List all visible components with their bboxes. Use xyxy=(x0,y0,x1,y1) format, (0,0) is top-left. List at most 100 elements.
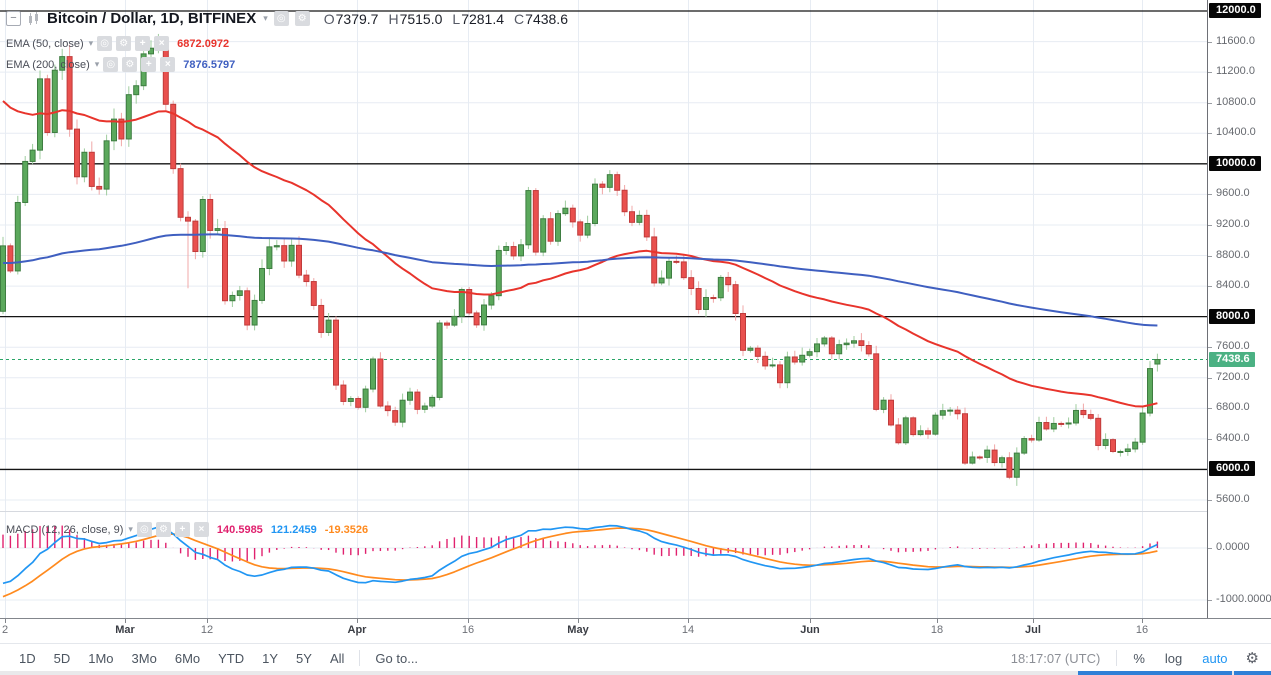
ema200-legend: EMA (200, close) ▾ ◎ ⚙ + × 7876.5797 xyxy=(6,57,235,72)
time-axis-label: 12 xyxy=(200,624,214,636)
candle-body xyxy=(266,246,273,269)
candle-body xyxy=(1117,450,1124,453)
symbol-title[interactable]: Bitcoin / Dollar, 1D, BITFINEX xyxy=(47,10,257,27)
goto-button[interactable]: Go to... xyxy=(375,650,419,666)
ema50-label[interactable]: EMA (50, close) xyxy=(6,37,84,50)
range-button-1y[interactable]: 1Y xyxy=(262,650,279,666)
candle-body xyxy=(199,198,206,253)
chevron-down-icon[interactable]: ▾ xyxy=(128,524,133,534)
candle-body xyxy=(458,289,465,317)
bottom-toolbar: 1D 5D 1Mo 3Mo 6Mo YTD 1Y 5Y All Go to... 18:17:0… xyxy=(0,643,1271,672)
candle-body xyxy=(925,430,931,435)
candle-body xyxy=(59,56,66,71)
gear-icon[interactable]: ⚙ xyxy=(116,36,132,51)
macd-label[interactable]: MACD (12, 26, close, 9) xyxy=(6,523,124,536)
settings-gear-icon[interactable]: ⚙ xyxy=(1245,650,1259,667)
candle-body xyxy=(939,410,946,416)
high-value: 7515.0 xyxy=(399,10,443,27)
candle-body xyxy=(333,319,339,386)
candle-body xyxy=(81,151,88,178)
time-axis[interactable]: 2 Mar 12 Apr 16 May 14 Jun 18 Jul 16 xyxy=(0,618,1271,644)
candle-body xyxy=(318,304,325,333)
candle-body xyxy=(577,221,584,236)
candle-body xyxy=(629,211,635,223)
candle-body xyxy=(680,261,687,279)
price-chart-canvas[interactable] xyxy=(0,0,1207,618)
candle-body xyxy=(296,244,302,276)
auto-scale-button[interactable]: auto xyxy=(1202,650,1228,666)
close-icon[interactable]: × xyxy=(154,36,170,51)
candle-body xyxy=(185,216,191,222)
gear-icon[interactable]: ⚙ xyxy=(155,522,171,537)
candle-body xyxy=(1058,422,1065,425)
price-level-badge: 10000.0 xyxy=(1209,155,1261,171)
candle-body xyxy=(444,322,450,326)
gear-icon[interactable]: ⚙ xyxy=(294,11,310,26)
candle-body xyxy=(821,337,828,345)
candle-body xyxy=(244,290,251,326)
close-label: C xyxy=(514,10,525,27)
candle-body xyxy=(177,168,184,218)
eye-icon[interactable]: ◎ xyxy=(273,11,289,26)
close-icon[interactable]: × xyxy=(193,522,209,537)
chevron-down-icon[interactable]: ▾ xyxy=(263,13,268,23)
candle-body xyxy=(1110,439,1116,452)
candle-body xyxy=(421,405,428,410)
candle-body xyxy=(688,277,695,290)
candle-body xyxy=(118,118,125,140)
candle-body xyxy=(325,319,332,333)
range-button-ytd[interactable]: YTD xyxy=(218,650,245,666)
add-icon[interactable]: + xyxy=(174,522,190,537)
open-value: 7379.7 xyxy=(335,10,379,27)
percent-scale-button[interactable]: % xyxy=(1133,650,1145,666)
eye-icon[interactable]: ◎ xyxy=(103,57,119,72)
price-axis[interactable]: 12000.0 11600.0 11200.0 10800.0 10400.0 10000… xyxy=(1207,0,1271,618)
range-button-3mo[interactable]: 3Mo xyxy=(131,650,157,666)
candle-body xyxy=(399,399,406,423)
range-button-5d[interactable]: 5D xyxy=(53,650,71,666)
horizontal-scrollbar[interactable] xyxy=(0,671,1271,675)
range-button-5y[interactable]: 5Y xyxy=(296,650,312,666)
candle-body xyxy=(466,289,473,314)
ohlc-readout: O7379.7 H7515.0 L7281.4 C7438.6 xyxy=(324,11,568,27)
range-button-1mo[interactable]: 1Mo xyxy=(88,650,114,666)
range-button-1d[interactable]: 1D xyxy=(19,650,36,666)
low-value: 7281.4 xyxy=(461,10,505,27)
add-icon[interactable]: + xyxy=(135,36,151,51)
log-scale-button[interactable]: log xyxy=(1164,650,1183,666)
candle-body xyxy=(636,214,643,223)
candle-body xyxy=(251,299,258,326)
collapse-pane-icon[interactable]: − xyxy=(6,11,21,26)
candle-body xyxy=(236,290,243,296)
candle-body xyxy=(1028,438,1035,441)
ema200-label[interactable]: EMA (200, close) xyxy=(6,58,90,71)
candle-body xyxy=(1080,409,1087,416)
candle-body xyxy=(999,457,1005,464)
eye-icon[interactable]: ◎ xyxy=(97,36,113,51)
candle-body xyxy=(192,220,199,253)
range-button-6mo[interactable]: 6Mo xyxy=(174,650,201,666)
add-icon[interactable]: + xyxy=(141,57,157,72)
time-axis-tick xyxy=(937,619,938,623)
time-axis-label: 16 xyxy=(1135,624,1149,636)
scrollbar-thumb[interactable] xyxy=(1234,671,1271,675)
range-button-all[interactable]: All xyxy=(329,650,345,666)
close-icon[interactable]: × xyxy=(160,57,176,72)
time-axis-tick xyxy=(810,619,811,623)
gear-icon[interactable]: ⚙ xyxy=(122,57,138,72)
chevron-down-icon[interactable]: ▾ xyxy=(88,38,94,48)
candle-body xyxy=(384,405,391,412)
candle-body xyxy=(784,356,791,384)
ema50-line xyxy=(2,100,1158,408)
candle-body xyxy=(96,185,103,190)
chevron-down-icon[interactable]: ▾ xyxy=(94,59,100,69)
eye-icon[interactable]: ◎ xyxy=(136,522,152,537)
candle-body xyxy=(1021,438,1028,454)
scrollbar-thumb[interactable] xyxy=(1078,671,1232,675)
candle-body xyxy=(429,396,436,407)
current-price-badge: 7438.6 xyxy=(1209,351,1255,367)
candle-body xyxy=(392,410,399,423)
macd-line-value: 121.2459 xyxy=(270,523,317,536)
candle-body xyxy=(658,277,665,284)
divider xyxy=(359,650,361,666)
